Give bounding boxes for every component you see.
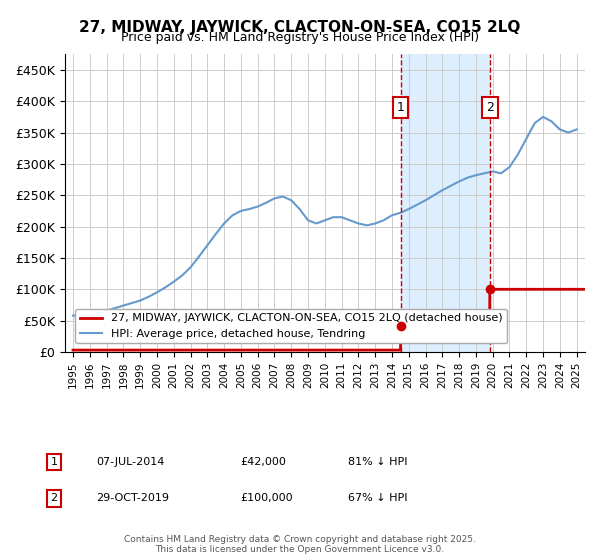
Text: £42,000: £42,000 [240,457,286,467]
Text: 1: 1 [50,457,58,467]
Text: 27, MIDWAY, JAYWICK, CLACTON-ON-SEA, CO15 2LQ: 27, MIDWAY, JAYWICK, CLACTON-ON-SEA, CO1… [79,20,521,35]
Text: 07-JUL-2014: 07-JUL-2014 [96,457,164,467]
Text: Contains HM Land Registry data © Crown copyright and database right 2025.
This d: Contains HM Land Registry data © Crown c… [124,535,476,554]
Text: 67% ↓ HPI: 67% ↓ HPI [348,493,407,503]
Text: £100,000: £100,000 [240,493,293,503]
Text: 1: 1 [397,101,404,114]
Text: 2: 2 [50,493,58,503]
Text: Price paid vs. HM Land Registry's House Price Index (HPI): Price paid vs. HM Land Registry's House … [121,31,479,44]
Text: 2: 2 [486,101,494,114]
Text: 81% ↓ HPI: 81% ↓ HPI [348,457,407,467]
Legend: 27, MIDWAY, JAYWICK, CLACTON-ON-SEA, CO15 2LQ (detached house), HPI: Average pri: 27, MIDWAY, JAYWICK, CLACTON-ON-SEA, CO1… [76,309,507,343]
Text: 29-OCT-2019: 29-OCT-2019 [96,493,169,503]
Bar [401,54,490,352]
